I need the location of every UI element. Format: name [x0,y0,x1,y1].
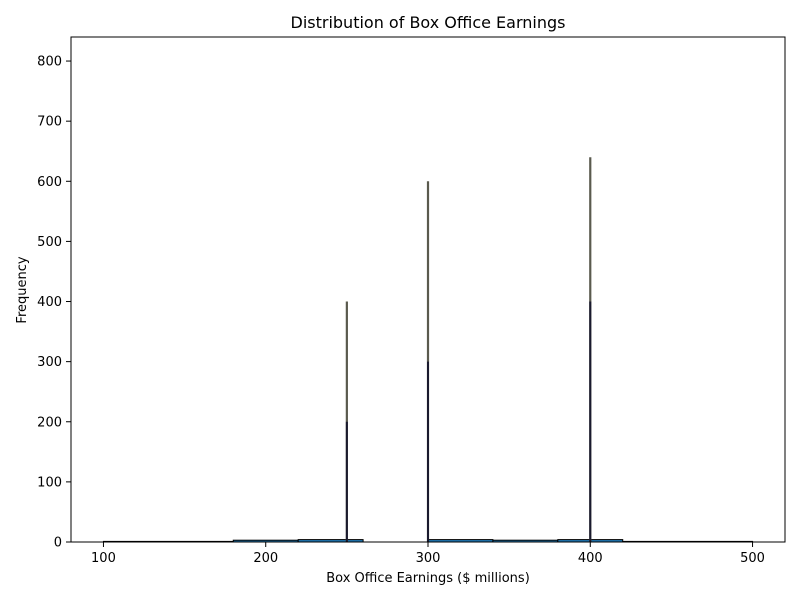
y-axis-ticks: 0 100 200 300 400 500 600 700 800 [37,55,71,551]
y-tick-label-8: 800 [37,55,62,70]
y-tick-label-2: 200 [37,415,62,430]
y-tick-label-1: 100 [37,475,62,490]
y-tick-label-3: 300 [37,355,62,370]
x-tick-label-2: 300 [416,551,441,566]
x-tick-label-3: 400 [578,551,603,566]
chart-title: Distribution of Box Office Earnings [291,13,566,32]
y-tick-label-0: 0 [54,536,62,551]
y-tick-label-4: 400 [37,295,62,310]
x-axis-ticks: 100 200 300 400 500 [91,542,765,566]
x-axis-label: Box Office Earnings ($ millions) [326,571,530,586]
y-tick-label-7: 700 [37,115,62,130]
spike-lines [345,157,592,542]
y-tick-label-5: 500 [37,235,62,250]
x-tick-label-4: 500 [740,551,765,566]
plot-frame [70,36,786,543]
x-tick-label-1: 200 [253,551,278,566]
y-tick-label-6: 600 [37,175,62,190]
y-axis-label: Frequency [15,256,30,323]
x-tick-label-0: 100 [91,551,116,566]
